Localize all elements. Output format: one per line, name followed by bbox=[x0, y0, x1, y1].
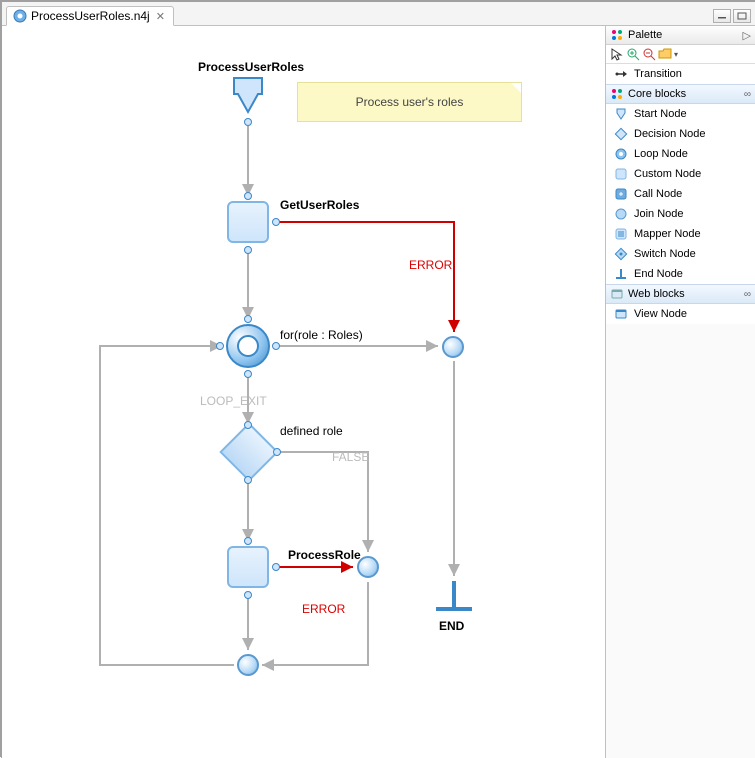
palette-item[interactable]: Decision Node bbox=[606, 124, 755, 144]
palette-item[interactable]: Custom Node bbox=[606, 164, 755, 184]
view-icon bbox=[614, 307, 628, 321]
start-icon bbox=[614, 107, 628, 121]
for-label: for(role : Roles) bbox=[280, 328, 363, 342]
palette-section-web[interactable]: Web blocks ∞ bbox=[606, 284, 755, 304]
join-node-top[interactable] bbox=[442, 336, 464, 358]
port bbox=[244, 476, 252, 484]
port bbox=[272, 218, 280, 226]
start-node[interactable] bbox=[230, 76, 266, 116]
palette-item[interactable]: End Node bbox=[606, 264, 755, 284]
join-node-mid[interactable] bbox=[357, 556, 379, 578]
join-node-bottom[interactable] bbox=[237, 654, 259, 676]
palette-item-label: Loop Node bbox=[634, 148, 688, 160]
minimize-button[interactable] bbox=[713, 9, 731, 23]
switch-icon bbox=[614, 247, 628, 261]
palette-section-core[interactable]: Core blocks ∞ bbox=[606, 84, 755, 104]
box-icon bbox=[614, 167, 628, 181]
maximize-button[interactable] bbox=[733, 9, 751, 23]
transition-icon bbox=[614, 67, 628, 81]
palette-header[interactable]: Palette ▷ bbox=[606, 26, 755, 45]
tab-bar: ProcessUserRoles.n4j ✕ bbox=[2, 2, 755, 26]
loop-exit-label: LOOP_EXIT bbox=[200, 394, 267, 408]
port bbox=[272, 342, 280, 350]
note-text: Process user's roles bbox=[356, 95, 464, 109]
join-icon bbox=[614, 207, 628, 221]
port bbox=[216, 342, 224, 350]
processrole-label: ProcessRole bbox=[288, 548, 361, 562]
defined-role-label: defined role bbox=[280, 424, 343, 438]
dropdown-icon[interactable]: ▾ bbox=[674, 50, 678, 59]
palette-item-label: Call Node bbox=[634, 188, 682, 200]
port bbox=[244, 315, 252, 323]
palette-item-label: Custom Node bbox=[634, 168, 701, 180]
pal-label: Transition bbox=[634, 68, 682, 80]
web-icon bbox=[610, 287, 624, 301]
call-icon bbox=[614, 187, 628, 201]
diagram-canvas[interactable]: ProcessUserRoles Process user's roles Ge… bbox=[2, 26, 605, 758]
sticky-note[interactable]: Process user's roles bbox=[297, 82, 522, 122]
palette-item[interactable]: Mapper Node bbox=[606, 224, 755, 244]
zoom-out-icon[interactable] bbox=[642, 47, 656, 61]
window-controls bbox=[713, 9, 751, 25]
palette-item[interactable]: View Node bbox=[606, 304, 755, 324]
port bbox=[244, 537, 252, 545]
port bbox=[244, 370, 252, 378]
mapper-icon bbox=[614, 227, 628, 241]
getuserroles-label: GetUserRoles bbox=[280, 198, 359, 212]
port bbox=[273, 448, 281, 456]
palette-item[interactable]: Start Node bbox=[606, 104, 755, 124]
pointer-icon[interactable] bbox=[610, 47, 624, 61]
tab-file[interactable]: ProcessUserRoles.n4j ✕ bbox=[6, 6, 174, 26]
collapse-icon[interactable]: ∞ bbox=[744, 89, 751, 100]
tab-title: ProcessUserRoles.n4j bbox=[31, 9, 150, 23]
palette-item[interactable]: Call Node bbox=[606, 184, 755, 204]
palette-item[interactable]: Switch Node bbox=[606, 244, 755, 264]
palette-panel: Palette ▷ ▾ Transition Core blocks ∞ Sta… bbox=[605, 26, 755, 758]
false-label: FALSE bbox=[332, 450, 369, 464]
section-title: Core blocks bbox=[628, 88, 686, 100]
folder-icon[interactable] bbox=[658, 47, 672, 61]
port bbox=[244, 246, 252, 254]
palette-icon bbox=[610, 28, 624, 42]
palette-item-label: Start Node bbox=[634, 108, 687, 120]
palette-item[interactable]: Loop Node bbox=[606, 144, 755, 164]
palette-item[interactable]: Join Node bbox=[606, 204, 755, 224]
palette-title: Palette bbox=[628, 29, 662, 41]
port bbox=[244, 118, 252, 126]
palette-item-label: Decision Node bbox=[634, 128, 706, 140]
port bbox=[244, 192, 252, 200]
palette-item-label: End Node bbox=[634, 268, 683, 280]
palette-toolbar: ▾ bbox=[606, 45, 755, 64]
end-node[interactable] bbox=[436, 581, 472, 611]
port bbox=[244, 591, 252, 599]
collapse-icon[interactable]: ▷ bbox=[743, 29, 751, 42]
palette-item-label: Switch Node bbox=[634, 248, 696, 260]
core-icon bbox=[610, 87, 624, 101]
collapse-icon[interactable]: ∞ bbox=[744, 289, 751, 300]
section-title: Web blocks bbox=[628, 288, 685, 300]
edges-layer bbox=[2, 26, 602, 758]
end-label: END bbox=[439, 619, 464, 633]
close-icon[interactable]: ✕ bbox=[154, 10, 167, 23]
palette-item-transition[interactable]: Transition bbox=[606, 64, 755, 84]
port bbox=[244, 421, 252, 429]
diagram-title: ProcessUserRoles bbox=[198, 60, 304, 74]
file-icon bbox=[13, 9, 27, 23]
port bbox=[272, 563, 280, 571]
zoom-in-icon[interactable] bbox=[626, 47, 640, 61]
diamond-icon bbox=[614, 127, 628, 141]
call-node-processrole[interactable] bbox=[227, 546, 269, 588]
palette-item-label: Join Node bbox=[634, 208, 684, 220]
call-node-getuserroles[interactable] bbox=[227, 201, 269, 243]
error1-label: ERROR bbox=[409, 258, 452, 272]
palette-item-label: Mapper Node bbox=[634, 228, 701, 240]
loop-icon bbox=[614, 147, 628, 161]
end-icon bbox=[614, 267, 628, 281]
palette-item-label: View Node bbox=[634, 308, 687, 320]
loop-node[interactable] bbox=[226, 324, 270, 368]
error2-label: ERROR bbox=[302, 602, 345, 616]
